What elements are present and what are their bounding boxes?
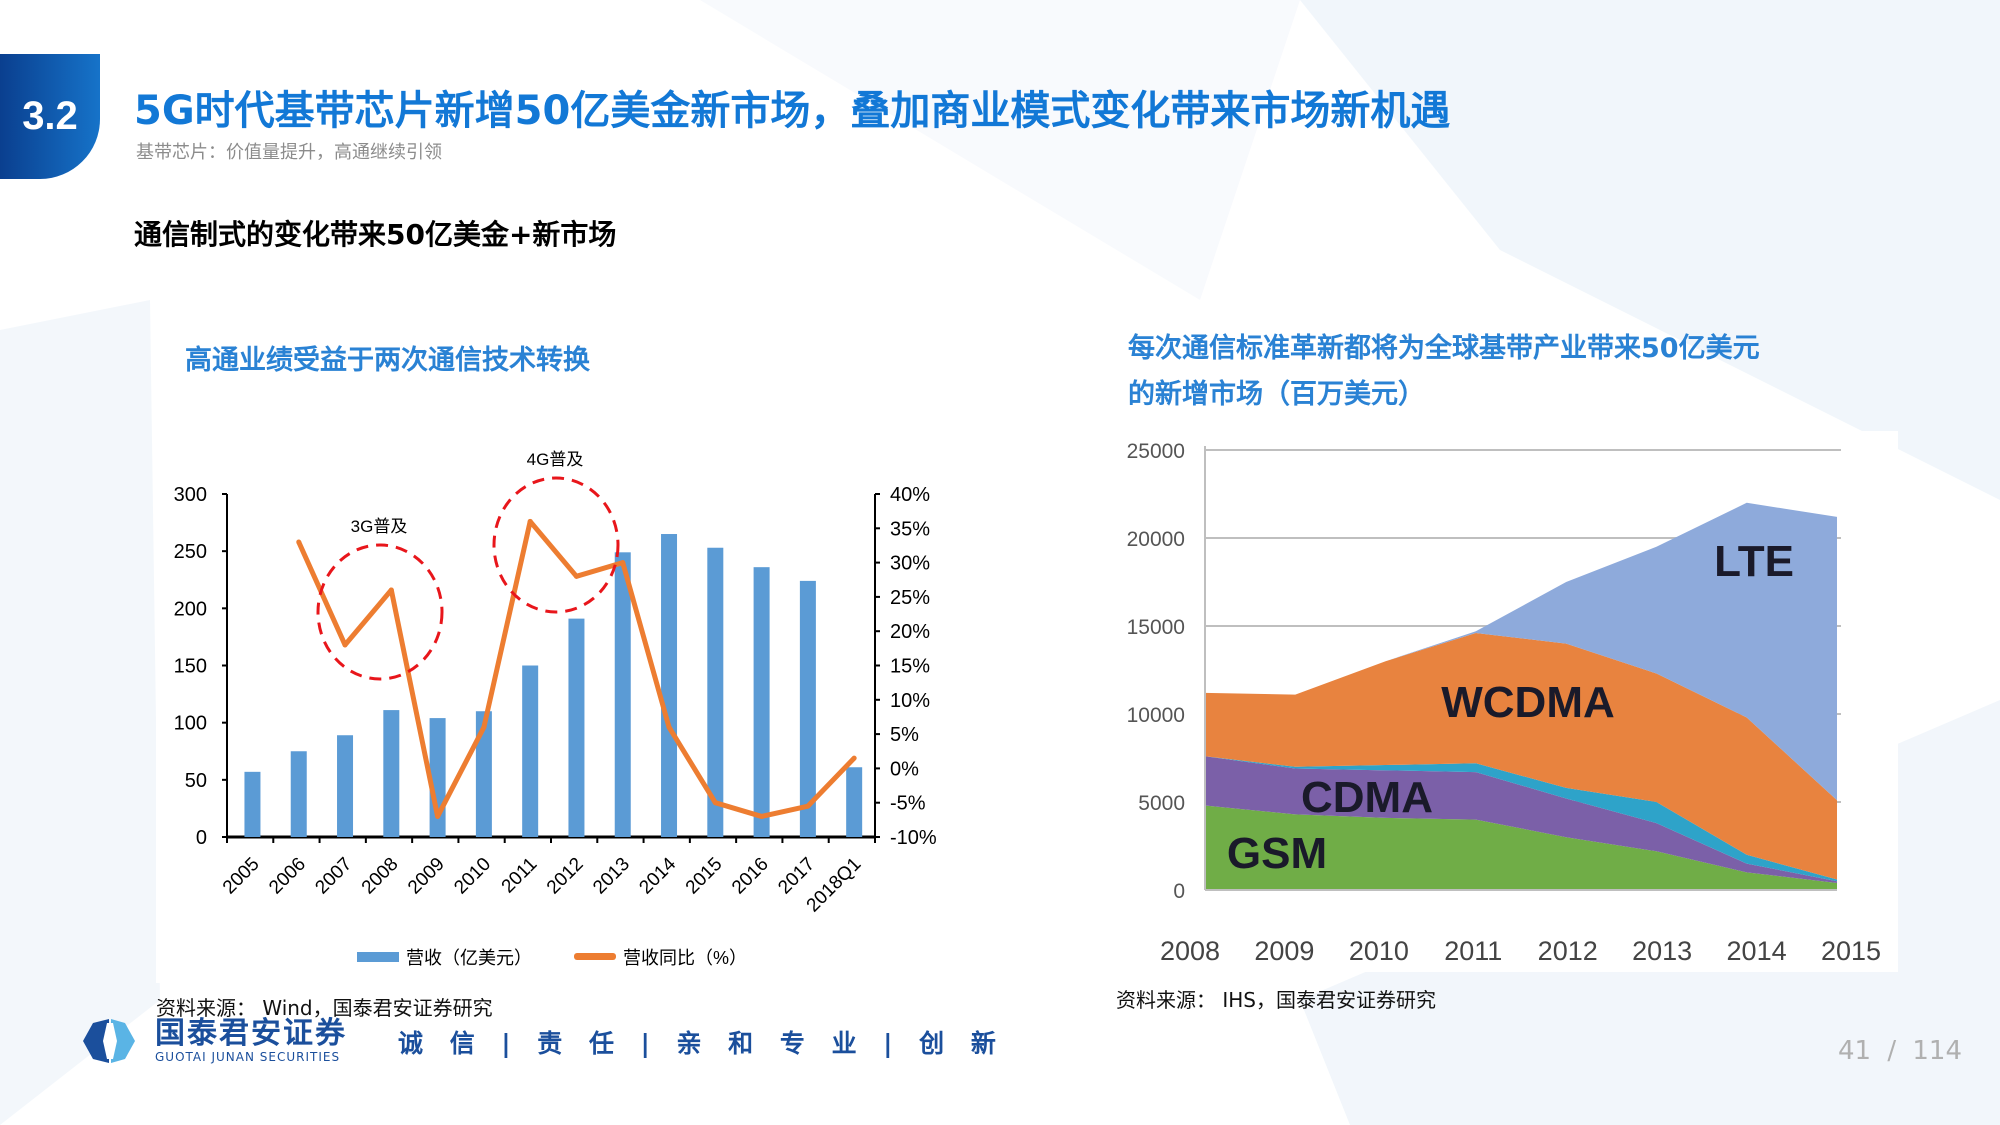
- legend-swatch-yoy: [574, 953, 616, 960]
- y-tick-label: 25000: [1127, 440, 1185, 463]
- right-y-tick-label: 40%: [890, 484, 930, 506]
- yoy-growth-point: [851, 755, 857, 761]
- right-chart-title-line2: 的新增市场（百万美元）: [1128, 379, 1425, 410]
- left-y-tick-label: 50: [185, 770, 207, 792]
- company-logo: 国泰君安证券 GUOTAI JUNAN SECURITIES: [83, 1018, 347, 1064]
- yoy-growth-point: [620, 560, 626, 566]
- left-y-tick-label: 150: [174, 656, 207, 678]
- x-tick-label: 2012: [1538, 936, 1598, 966]
- area-label-gsm: GSM: [1227, 829, 1327, 878]
- right-y-tick-label: 20%: [890, 621, 930, 643]
- annotation-circle: [492, 476, 620, 614]
- revenue-bar: [290, 751, 307, 837]
- revenue-bar: [337, 735, 354, 837]
- revenue-bar: [661, 534, 678, 837]
- revenue-bar: [799, 580, 816, 837]
- right-y-tick-label: 10%: [890, 690, 930, 712]
- left-y-tick-label: 0: [196, 827, 207, 849]
- y-tick-label: 15000: [1127, 616, 1185, 639]
- x-tick-label: 2015: [1821, 936, 1881, 966]
- x-tick-label: 2011: [1444, 936, 1502, 966]
- legend-label-yoy: 营收同比（%）: [623, 948, 747, 968]
- yoy-growth-point: [805, 803, 811, 809]
- revenue-bar: [383, 710, 400, 837]
- logo-mark-icon: [83, 1019, 135, 1063]
- right-chart-title-line1: 每次通信标准革新都将为全球基带产业带来50亿美元: [1128, 333, 1760, 364]
- yoy-growth-point: [388, 587, 394, 593]
- x-tick-label: 2008: [1160, 936, 1220, 966]
- area-label-wcdma: WCDMA: [1441, 678, 1615, 727]
- yoy-growth-point: [342, 642, 348, 648]
- revenue-bar: [475, 711, 492, 837]
- page-title: 5G时代基带芯片新增50亿美金新市场，叠加商业模式变化带来市场新机遇: [134, 88, 1451, 134]
- y-tick-label: 5000: [1138, 792, 1185, 815]
- revenue-bar: [753, 567, 770, 837]
- revenue-bar: [244, 771, 261, 837]
- right-y-tick-label: 30%: [890, 553, 930, 575]
- logo-name: 国泰君安证券: [155, 1016, 347, 1051]
- right-chart-source: 资料来源： IHS，国泰君安证券研究: [1116, 988, 1436, 1012]
- page-current: 41: [1838, 1036, 1872, 1066]
- revenue-bar: [522, 665, 539, 837]
- annotation-label: 4G普及: [527, 450, 584, 469]
- yoy-growth-point: [527, 518, 533, 524]
- page-total: 114: [1912, 1036, 1963, 1066]
- area-label-lte: LTE: [1714, 537, 1794, 586]
- left-y-tick-label: 200: [174, 598, 207, 620]
- left-y-tick-label: 250: [174, 541, 207, 563]
- section-number-badge: 3.2: [0, 54, 100, 179]
- revenue-bar: [707, 547, 724, 837]
- revenue-bar: [846, 767, 863, 837]
- y-tick-label: 10000: [1127, 704, 1185, 727]
- page-separator: /: [1887, 1036, 1897, 1066]
- area-label-cdma: CDMA: [1301, 773, 1433, 822]
- right-y-tick-label: 25%: [890, 587, 930, 609]
- revenue-bar: [614, 552, 631, 837]
- page-number: 41 / 114: [1838, 1036, 1962, 1066]
- yoy-growth-point: [296, 539, 302, 545]
- right-y-tick-label: -10%: [890, 827, 937, 849]
- area-series-2: [1205, 756, 1837, 882]
- company-motto: 诚 信 | 责 任 | 亲 和 专 业 | 创 新: [398, 1029, 1005, 1058]
- y-tick-label: 0: [1173, 880, 1185, 903]
- legend-label-revenue: 营收（亿美元）: [406, 948, 532, 968]
- left-chart-panel: [156, 423, 966, 983]
- annotation-circle: [316, 543, 444, 681]
- x-tick-label: 2009: [1254, 936, 1314, 966]
- right-y-tick-label: 5%: [890, 724, 919, 746]
- x-tick-label: 2014: [1727, 936, 1787, 966]
- right-y-tick-label: 35%: [890, 518, 930, 540]
- x-tick-label: 2013: [1632, 936, 1692, 966]
- page-subtitle: 基带芯片：价值量提升，高通继续引领: [136, 142, 442, 163]
- left-y-tick-label: 300: [174, 484, 207, 506]
- left-chart-title: 高通业绩受益于两次通信技术转换: [185, 345, 590, 376]
- right-y-tick-label: 0%: [890, 758, 919, 780]
- right-y-tick-label: -5%: [890, 793, 926, 815]
- left-y-tick-label: 100: [174, 713, 207, 735]
- section-heading: 通信制式的变化带来50亿美金+新市场: [134, 218, 617, 251]
- area-wcdma: [1205, 633, 1837, 880]
- revenue-bar: [568, 618, 585, 837]
- annotation-label: 3G普及: [351, 517, 408, 536]
- legend-swatch-revenue: [357, 952, 399, 962]
- yoy-growth-point: [481, 724, 487, 730]
- area-lte: [1205, 502, 1837, 801]
- area-cdma: [1205, 756, 1837, 883]
- yoy-growth-point: [666, 724, 672, 730]
- area-gsm: [1205, 805, 1837, 890]
- right-y-tick-label: 15%: [890, 656, 930, 678]
- yoy-growth-point: [712, 800, 718, 806]
- x-tick-label: 2010: [1349, 936, 1409, 966]
- logo-english-name: GUOTAI JUNAN SECURITIES: [155, 1050, 341, 1064]
- yoy-growth-point: [573, 573, 579, 579]
- yoy-growth-point: [759, 813, 765, 819]
- yoy-growth-point: [435, 813, 441, 819]
- y-tick-label: 20000: [1127, 528, 1185, 551]
- left-chart-source: 资料来源： Wind，国泰君安证券研究: [156, 996, 493, 1020]
